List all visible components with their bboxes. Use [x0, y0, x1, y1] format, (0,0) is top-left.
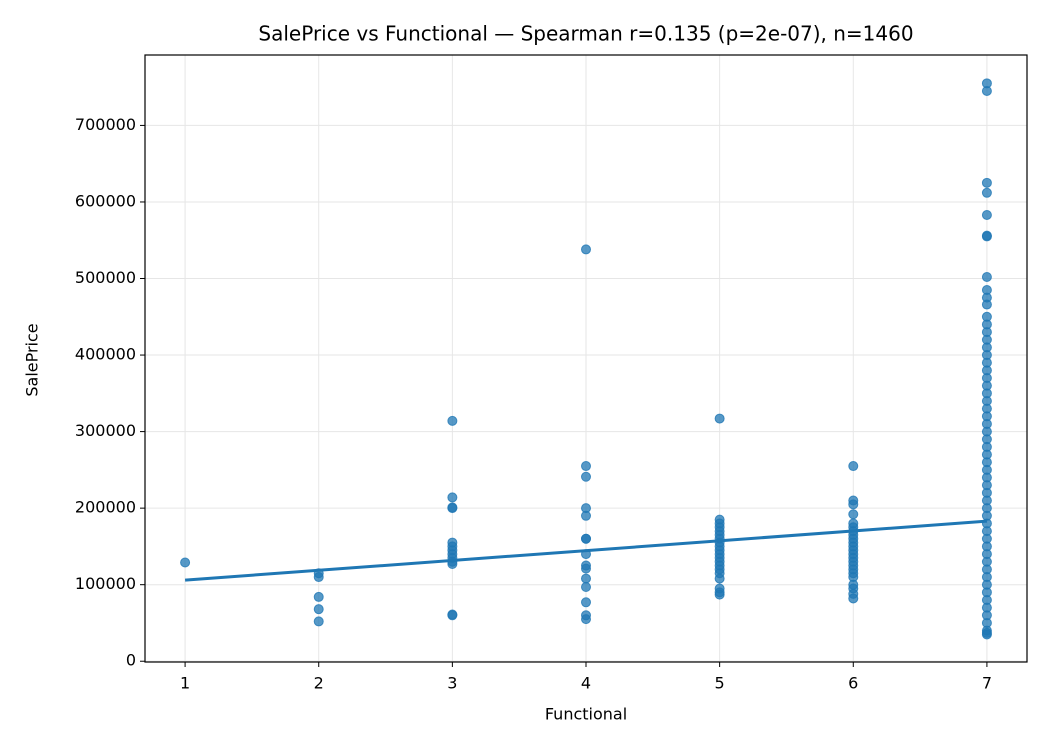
- data-point: [180, 557, 191, 568]
- data-point: [981, 177, 992, 188]
- x-tick-label: 3: [447, 674, 457, 693]
- y-tick-label: 300000: [75, 421, 136, 440]
- x-tick-label: 1: [180, 674, 190, 693]
- y-tick-label: 600000: [75, 191, 136, 210]
- data-point: [581, 461, 591, 472]
- data-point: [981, 187, 992, 198]
- data-point: [981, 299, 992, 310]
- data-point: [981, 231, 992, 242]
- y-tick-label: 500000: [75, 268, 136, 287]
- data-point: [581, 471, 591, 482]
- data-point: [581, 597, 591, 608]
- data-point: [581, 581, 591, 592]
- data-point: [714, 573, 725, 584]
- data-point: [313, 591, 324, 602]
- data-point: [447, 610, 458, 621]
- x-tick-label: 4: [581, 674, 591, 693]
- y-axis-label: SalePrice: [23, 323, 42, 396]
- data-point: [714, 589, 725, 600]
- y-tick-label: 700000: [75, 115, 136, 134]
- x-tick-label: 5: [715, 674, 725, 693]
- y-tick-label: 400000: [75, 345, 136, 364]
- data-point: [447, 503, 458, 514]
- data-point: [848, 509, 859, 520]
- data-point: [581, 563, 591, 574]
- x-tick-label: 6: [848, 674, 858, 693]
- data-point: [848, 461, 859, 472]
- data-point: [313, 572, 324, 583]
- x-tick-label: 7: [982, 674, 992, 693]
- data-point: [981, 209, 992, 220]
- data-point: [581, 614, 591, 625]
- data-point: [581, 244, 591, 255]
- y-tick-label: 200000: [75, 498, 136, 517]
- data-point: [848, 593, 859, 604]
- x-axis-label: Functional: [545, 705, 627, 724]
- data-point: [714, 413, 725, 424]
- data-point: [981, 629, 992, 640]
- data-point: [581, 573, 591, 584]
- data-point: [981, 271, 992, 282]
- data-point: [313, 604, 324, 615]
- y-tick-label: 100000: [75, 574, 136, 593]
- data-point: [447, 415, 458, 426]
- chart-title: SalePrice vs Functional — Spearman r=0.1…: [258, 22, 913, 46]
- data-point: [581, 533, 591, 544]
- regression-line: [184, 519, 988, 582]
- x-tick-label: 2: [314, 674, 324, 693]
- data-point: [981, 85, 992, 96]
- data-point: [313, 616, 324, 627]
- data-point: [447, 492, 458, 503]
- plot-frame: [144, 54, 1028, 663]
- y-tick-label: 0: [126, 651, 136, 670]
- data-point: [848, 499, 859, 510]
- data-point: [581, 510, 591, 521]
